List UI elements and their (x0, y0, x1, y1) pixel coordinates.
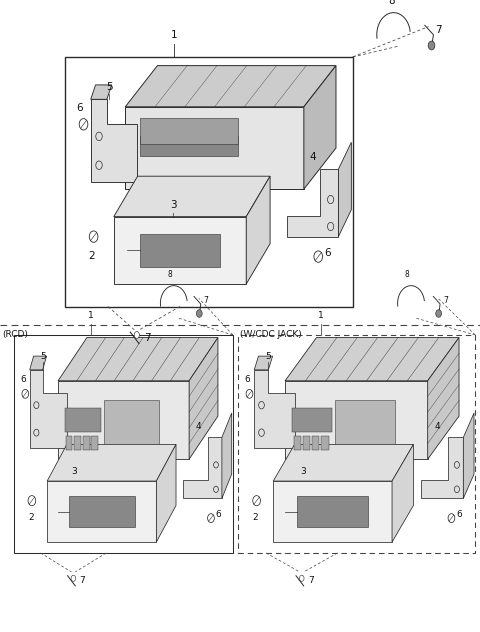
Circle shape (71, 575, 76, 581)
Text: 7: 7 (204, 296, 208, 305)
Bar (303, 435, 310, 450)
Text: 3: 3 (170, 200, 177, 210)
Polygon shape (58, 380, 189, 459)
Text: 4: 4 (309, 152, 316, 162)
Bar (322, 435, 329, 450)
Polygon shape (254, 370, 295, 448)
Polygon shape (91, 99, 137, 182)
Text: 7: 7 (144, 333, 151, 343)
Bar (104, 401, 159, 444)
Bar (140, 136, 238, 156)
Polygon shape (114, 176, 270, 217)
Text: 6: 6 (76, 103, 83, 113)
Text: 7: 7 (443, 296, 448, 305)
Text: 7: 7 (435, 25, 442, 35)
Bar (312, 435, 319, 450)
Polygon shape (125, 66, 336, 107)
Polygon shape (392, 444, 413, 542)
Polygon shape (273, 481, 392, 542)
Text: 6: 6 (216, 511, 221, 520)
Bar (69, 496, 134, 527)
Bar (140, 233, 220, 267)
Circle shape (300, 575, 304, 581)
Polygon shape (463, 413, 474, 499)
Text: 8: 8 (405, 270, 409, 279)
Polygon shape (47, 481, 156, 542)
Text: 3: 3 (300, 467, 306, 476)
Bar (92, 435, 98, 450)
Text: 2: 2 (253, 513, 258, 522)
Polygon shape (91, 85, 112, 99)
Text: 7: 7 (308, 576, 314, 585)
Circle shape (436, 310, 442, 317)
Polygon shape (222, 413, 232, 499)
Polygon shape (114, 217, 246, 284)
Text: 1: 1 (171, 30, 178, 40)
Bar (83, 435, 90, 450)
Polygon shape (47, 444, 176, 481)
Polygon shape (428, 337, 459, 459)
Polygon shape (189, 337, 218, 459)
Text: 5: 5 (265, 352, 271, 361)
Text: (W/CDC JACK): (W/CDC JACK) (240, 330, 302, 339)
Text: 6: 6 (324, 248, 331, 258)
Circle shape (196, 310, 202, 317)
Polygon shape (285, 380, 428, 459)
Polygon shape (338, 142, 351, 236)
Polygon shape (287, 169, 338, 236)
Circle shape (428, 41, 435, 50)
Polygon shape (30, 356, 47, 370)
Polygon shape (30, 370, 67, 448)
Bar (335, 401, 395, 444)
Bar (14, 335, 233, 553)
Text: 8: 8 (168, 270, 172, 279)
Text: 6: 6 (456, 511, 462, 520)
Text: 8: 8 (388, 0, 395, 6)
Text: 4: 4 (195, 422, 201, 431)
Text: 2: 2 (88, 250, 95, 260)
Text: (RCD): (RCD) (2, 330, 28, 339)
Bar (140, 118, 238, 144)
Polygon shape (304, 66, 336, 189)
Text: 5: 5 (40, 352, 46, 361)
Polygon shape (156, 444, 176, 542)
Polygon shape (254, 356, 273, 370)
Text: 1: 1 (318, 311, 324, 320)
Bar (238, 335, 475, 553)
Bar (74, 435, 81, 450)
Polygon shape (182, 437, 222, 499)
Polygon shape (58, 337, 218, 380)
Bar (294, 435, 301, 450)
Polygon shape (246, 176, 270, 284)
Polygon shape (125, 107, 304, 189)
Polygon shape (285, 337, 459, 380)
Text: 3: 3 (72, 467, 77, 476)
Polygon shape (420, 437, 463, 499)
Text: 6: 6 (20, 375, 26, 384)
Text: 2: 2 (28, 513, 34, 522)
Text: 4: 4 (435, 422, 441, 431)
Bar (238, 335, 475, 553)
Polygon shape (273, 444, 413, 481)
Circle shape (134, 332, 139, 338)
Text: 6: 6 (244, 375, 250, 384)
Text: 1: 1 (88, 311, 94, 320)
Bar (292, 408, 332, 432)
Bar (65, 408, 101, 432)
Bar (297, 496, 368, 527)
Bar (65, 57, 353, 307)
Text: 5: 5 (106, 82, 112, 92)
Text: 7: 7 (80, 576, 85, 585)
Bar (66, 435, 72, 450)
